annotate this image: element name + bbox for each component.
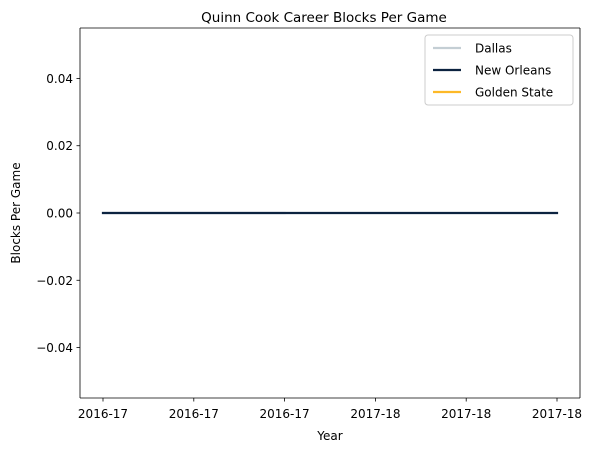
legend: Dallas New Orleans Golden State <box>424 34 574 106</box>
x-tick-label: 2017-18 <box>350 407 400 421</box>
y-axis-label: Blocks Per Game <box>9 162 23 263</box>
x-tick-label: 2016-17 <box>78 407 128 421</box>
x-tick-label: 2016-17 <box>260 407 310 421</box>
y-tick-label: 0.04 <box>46 72 73 86</box>
y-tick-label: −0.02 <box>36 274 73 288</box>
y-tick-label: 0.00 <box>46 207 73 221</box>
x-tick-label: 2017-18 <box>532 407 582 421</box>
legend-label: Dallas <box>475 42 512 56</box>
x-tick-label: 2016-17 <box>169 407 219 421</box>
legend-label: Golden State <box>475 86 553 100</box>
legend-label: New Orleans <box>475 64 551 78</box>
y-tick-label: −0.04 <box>36 341 73 355</box>
y-axis: −0.04 −0.02 0.00 0.02 0.04 <box>36 72 80 355</box>
axes-frame <box>79 27 581 399</box>
x-axis-label: Year <box>316 429 342 443</box>
x-axis: 2016-17 2016-17 2016-17 2017-18 2017-18 2017-… <box>78 398 582 421</box>
y-tick-label: 0.02 <box>46 139 73 153</box>
x-tick-label: 2017-18 <box>441 407 491 421</box>
legend-box <box>424 34 574 106</box>
chart-title: Quinn Cook Career Blocks Per Game <box>201 10 447 26</box>
